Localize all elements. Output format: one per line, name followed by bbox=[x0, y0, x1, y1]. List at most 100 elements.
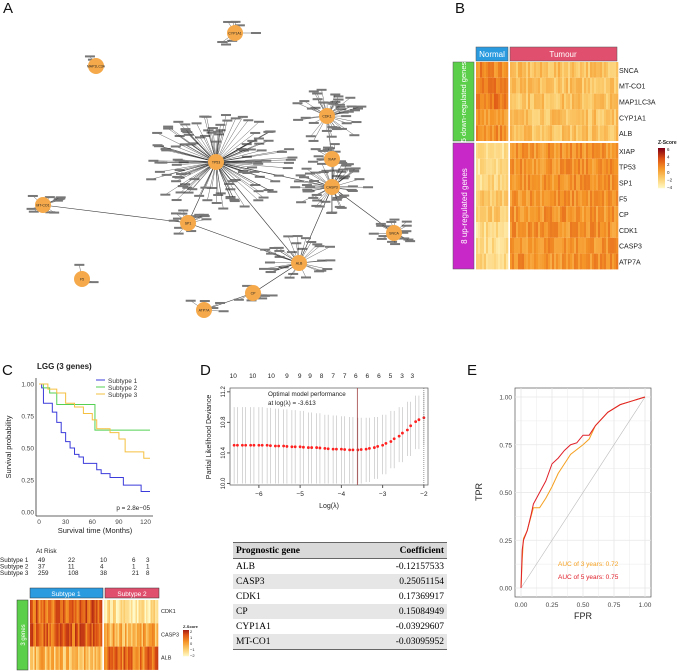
heatmap-cell bbox=[498, 253, 501, 270]
heatmap-cell bbox=[552, 109, 555, 126]
neighbor-gene-label bbox=[174, 169, 185, 172]
heatmap-cell bbox=[534, 77, 537, 94]
heatmap-cell bbox=[43, 600, 46, 624]
neighbor-gene-label bbox=[314, 245, 325, 248]
heatmap-cell bbox=[502, 125, 505, 141]
heatmap-cell bbox=[598, 158, 601, 175]
neighbor-gene-label bbox=[378, 235, 389, 238]
heatmap-cell bbox=[582, 109, 585, 126]
neighbor-gene-label bbox=[230, 20, 241, 23]
heatmap-cell bbox=[88, 646, 91, 670]
heatmap-cell bbox=[582, 93, 585, 110]
hub-gene-label: MAP1LC3A bbox=[87, 65, 106, 69]
heatmap-cell bbox=[125, 646, 127, 670]
deviance-point bbox=[298, 445, 302, 449]
neighbor-gene-label bbox=[316, 88, 327, 91]
heatmap-cell bbox=[45, 646, 47, 670]
deviance-point bbox=[260, 443, 264, 447]
heatmap-cell bbox=[486, 237, 489, 254]
heatmap-cell bbox=[502, 158, 505, 175]
heatmap-cell bbox=[522, 93, 525, 110]
neighbor-gene-label bbox=[253, 190, 264, 193]
neighbor-gene-label bbox=[208, 307, 219, 310]
heatmap-cell bbox=[540, 237, 543, 254]
neighbor-gene-label bbox=[301, 167, 312, 170]
heatmap-cell bbox=[476, 109, 479, 126]
neighbor-gene-label bbox=[299, 176, 310, 179]
heatmap-cell bbox=[598, 237, 601, 254]
gene-label: CASP3 bbox=[619, 244, 642, 251]
heatmap-cell bbox=[532, 158, 535, 175]
legend-gradient bbox=[658, 173, 665, 175]
neighbor-gene-label bbox=[273, 246, 284, 249]
heatmap-cell bbox=[119, 600, 121, 624]
heatmap-cell bbox=[538, 174, 541, 191]
heatmap-cell bbox=[606, 237, 609, 254]
heatmap-cell bbox=[600, 222, 603, 238]
heatmap-cell bbox=[492, 109, 495, 126]
neighbor-gene-label bbox=[220, 114, 231, 117]
heatmap-cell bbox=[498, 206, 501, 222]
coefficient-cell: 0.17369917 bbox=[398, 591, 444, 602]
deviance-point bbox=[414, 420, 418, 424]
neighbor-gene-label bbox=[227, 39, 238, 42]
legend-gradient bbox=[658, 181, 665, 183]
heatmap-cell bbox=[516, 109, 519, 126]
heatmap-cell bbox=[544, 143, 547, 159]
heatmap-cell bbox=[39, 623, 41, 647]
heatmap-cell bbox=[146, 600, 148, 624]
heatmap-cell bbox=[550, 125, 553, 141]
neighbor-gene-label bbox=[292, 235, 303, 238]
heatmap-cell bbox=[604, 222, 607, 238]
heatmap-cell bbox=[536, 143, 539, 159]
legend-tick: −2 bbox=[190, 653, 195, 658]
heatmap-cell bbox=[564, 62, 567, 78]
neighbor-gene-label bbox=[336, 170, 347, 173]
heatmap-cell bbox=[97, 646, 100, 670]
heatmap-cell bbox=[58, 646, 61, 670]
network-hub-node bbox=[319, 108, 335, 124]
heatmap-cell bbox=[542, 109, 545, 126]
heatmap-cell bbox=[494, 174, 497, 191]
heatmap-cell bbox=[134, 600, 136, 624]
heatmap-cell bbox=[486, 77, 489, 94]
neighbor-gene-label bbox=[353, 107, 364, 110]
heatmap-cell bbox=[37, 600, 40, 624]
heatmap-cell bbox=[156, 600, 159, 624]
heatmap-cell bbox=[610, 62, 613, 78]
heatmap-cell bbox=[588, 125, 591, 141]
heatmap-cell bbox=[596, 222, 599, 238]
heatmap-cell bbox=[34, 623, 37, 647]
neighbor-gene-label bbox=[302, 188, 313, 191]
heatmap-cell bbox=[55, 646, 58, 670]
heatmap-cell bbox=[534, 143, 537, 159]
neighbor-gene-label bbox=[299, 100, 310, 103]
neighbor-gene-label bbox=[245, 148, 256, 151]
heatmap-cell bbox=[616, 190, 619, 207]
heatmap-cell bbox=[500, 62, 503, 78]
legend-gradient bbox=[183, 643, 189, 645]
heatmap-cell bbox=[606, 190, 609, 207]
heatmap-cell bbox=[43, 646, 46, 670]
heatmap-cell bbox=[84, 623, 86, 647]
neighbor-gene-label bbox=[254, 142, 265, 145]
heatmap-cell bbox=[93, 646, 95, 670]
heatmap-cell bbox=[578, 93, 581, 110]
heatmap-cell bbox=[96, 646, 98, 670]
heatmap-cell bbox=[612, 222, 615, 238]
heatmap-cell bbox=[128, 623, 130, 647]
heatmap-cell bbox=[590, 158, 593, 175]
deviance-point bbox=[273, 444, 277, 448]
heatmap-cell bbox=[544, 62, 547, 78]
network-hub-node bbox=[291, 255, 307, 271]
deviance-point bbox=[356, 448, 360, 452]
heatmap-cell bbox=[530, 158, 533, 175]
heatmap-cell bbox=[538, 190, 541, 207]
gene-cell: ALB bbox=[236, 561, 255, 572]
top-axis-label: 3 bbox=[411, 373, 415, 380]
heatmap-cell bbox=[100, 600, 103, 624]
heatmap-cell bbox=[82, 623, 85, 647]
neighbor-gene-label bbox=[263, 130, 274, 133]
heatmap-cell bbox=[478, 190, 481, 207]
neighbor-gene-label bbox=[230, 117, 241, 120]
